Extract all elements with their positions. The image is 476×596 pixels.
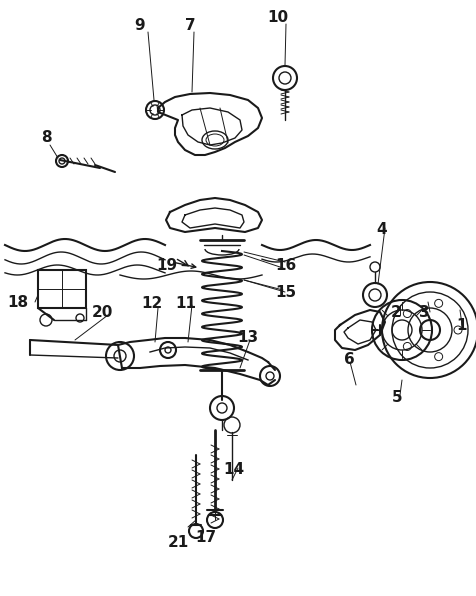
Text: 11: 11 xyxy=(176,296,197,311)
Text: 16: 16 xyxy=(276,258,297,273)
Text: 15: 15 xyxy=(276,285,297,300)
Text: 19: 19 xyxy=(157,258,178,273)
Text: 1: 1 xyxy=(457,318,467,333)
Text: 9: 9 xyxy=(135,18,145,33)
Text: 8: 8 xyxy=(40,130,51,145)
Text: 21: 21 xyxy=(168,535,188,550)
Text: 5: 5 xyxy=(392,390,402,405)
Text: 6: 6 xyxy=(344,352,354,367)
Text: 18: 18 xyxy=(8,295,29,310)
Text: 3: 3 xyxy=(419,305,429,320)
Text: 14: 14 xyxy=(223,462,245,477)
Text: 12: 12 xyxy=(141,296,163,311)
Text: 10: 10 xyxy=(268,10,288,25)
Text: 7: 7 xyxy=(185,18,195,33)
Text: 17: 17 xyxy=(196,530,217,545)
Text: 2: 2 xyxy=(391,305,401,320)
Text: 20: 20 xyxy=(91,305,113,320)
Text: 13: 13 xyxy=(238,330,258,345)
Text: 4: 4 xyxy=(377,222,387,237)
